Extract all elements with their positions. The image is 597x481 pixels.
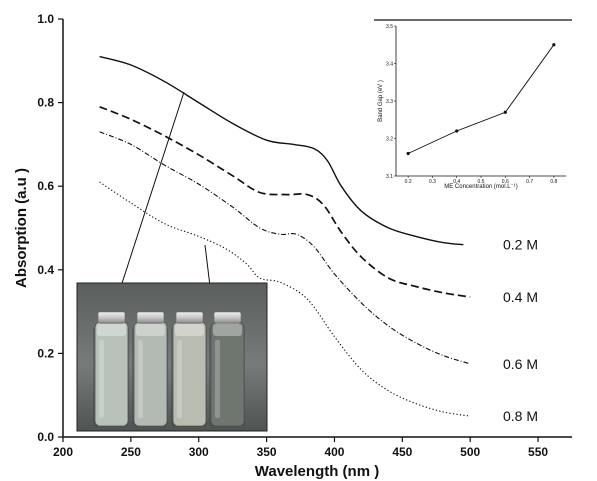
- y-ticks: 0.0 0.2 0.4 0.6 0.8 1.0: [37, 12, 63, 444]
- inset-x-tick-label: 0.5: [478, 179, 485, 185]
- series-label-1: 0.2 M: [503, 237, 538, 253]
- inset-x-ticks: 0.2 0.3 0.4 0.5 0.6 0.7 0.8: [405, 176, 558, 185]
- inset-x-tick-label: 0.4: [453, 179, 460, 185]
- inset-x-tick-label: 0.7: [526, 179, 533, 185]
- inset-x-axis-title: ME Concentration (mol.L⁻¹): [444, 184, 518, 190]
- inset-x-tick-label: 0.6: [502, 179, 509, 185]
- series-label-4: 0.8 M: [503, 408, 538, 424]
- band-gap-inset-chart: 0.2 0.3 0.4 0.5 0.6 0.7 0.8 3.1 3.2 3.3 3.4 3.5 ME…: [374, 19, 572, 190]
- bottle: [171, 311, 207, 427]
- inset-data-point: [552, 43, 556, 47]
- series-label-3: 0.6 M: [503, 356, 538, 372]
- pointer-line-first-bottle: [112, 91, 185, 312]
- series-labels: 0.2 M 0.4 M 0.6 M 0.8 M: [503, 237, 538, 424]
- x-axis-title: Wavelength (nm ): [255, 463, 379, 480]
- y-tick-label: 0.0: [37, 430, 54, 444]
- series-line-2: [99, 106, 471, 298]
- inset-data-point: [406, 151, 410, 156]
- y-tick-label: 0.2: [37, 346, 54, 360]
- x-tick-label: 550: [528, 445, 548, 459]
- bottle: [132, 311, 168, 427]
- y-tick-label: 0.8: [37, 96, 54, 110]
- x-tick-label: 400: [324, 445, 344, 459]
- inset-y-tick-label: 3.3: [386, 99, 393, 105]
- x-ticks: 200 250 300 350 400 450 500 550: [53, 437, 548, 459]
- photo-inset: [76, 282, 268, 432]
- inset-data-point: [503, 110, 507, 114]
- x-tick-label: 350: [257, 445, 277, 459]
- inset-y-tick-label: 3.1: [386, 174, 393, 180]
- inset-series: [406, 43, 556, 156]
- series-line-3: [99, 131, 471, 365]
- x-tick-label: 500: [460, 445, 480, 459]
- inset-x-tick-label: 0.2: [405, 179, 412, 185]
- series-line-4: [99, 181, 471, 417]
- x-tick-label: 450: [392, 445, 412, 459]
- inset-y-tick-label: 3.5: [386, 24, 393, 30]
- inset-y-tick-label: 3.2: [386, 137, 393, 143]
- inset-y-ticks: 3.1 3.2 3.3 3.4 3.5: [386, 24, 396, 180]
- x-tick-label: 300: [189, 445, 209, 459]
- absorption-chart: 200 250 300 350 400 450 500 550 0.0 0.2 0.4 0.6 0.8…: [13, 12, 572, 480]
- y-tick-label: 0.6: [37, 179, 54, 193]
- y-axis-title: Absorption (a.u ): [13, 168, 30, 288]
- inset-data-point: [455, 129, 459, 133]
- y-tick-label: 1.0: [37, 12, 54, 26]
- series-label-2: 0.4 M: [503, 289, 538, 305]
- inset-x-tick-label: 0.3: [429, 179, 436, 185]
- series-lines: [99, 55, 471, 417]
- x-tick-label: 200: [53, 445, 73, 459]
- bottles: [93, 311, 245, 427]
- series-line-1: [99, 55, 464, 246]
- inset-y-tick-label: 3.4: [386, 62, 393, 68]
- pointer-lines: [112, 91, 214, 312]
- inset-series-line: [407, 44, 555, 154]
- inset-frame: [374, 20, 570, 190]
- inset-y-axis-title: Band Gap (eV ): [378, 80, 384, 122]
- bottle: [209, 311, 245, 427]
- inset-x-tick-label: 0.8: [550, 179, 557, 185]
- y-tick-label: 0.4: [37, 263, 54, 277]
- x-tick-label: 250: [121, 445, 141, 459]
- bottle: [93, 311, 129, 427]
